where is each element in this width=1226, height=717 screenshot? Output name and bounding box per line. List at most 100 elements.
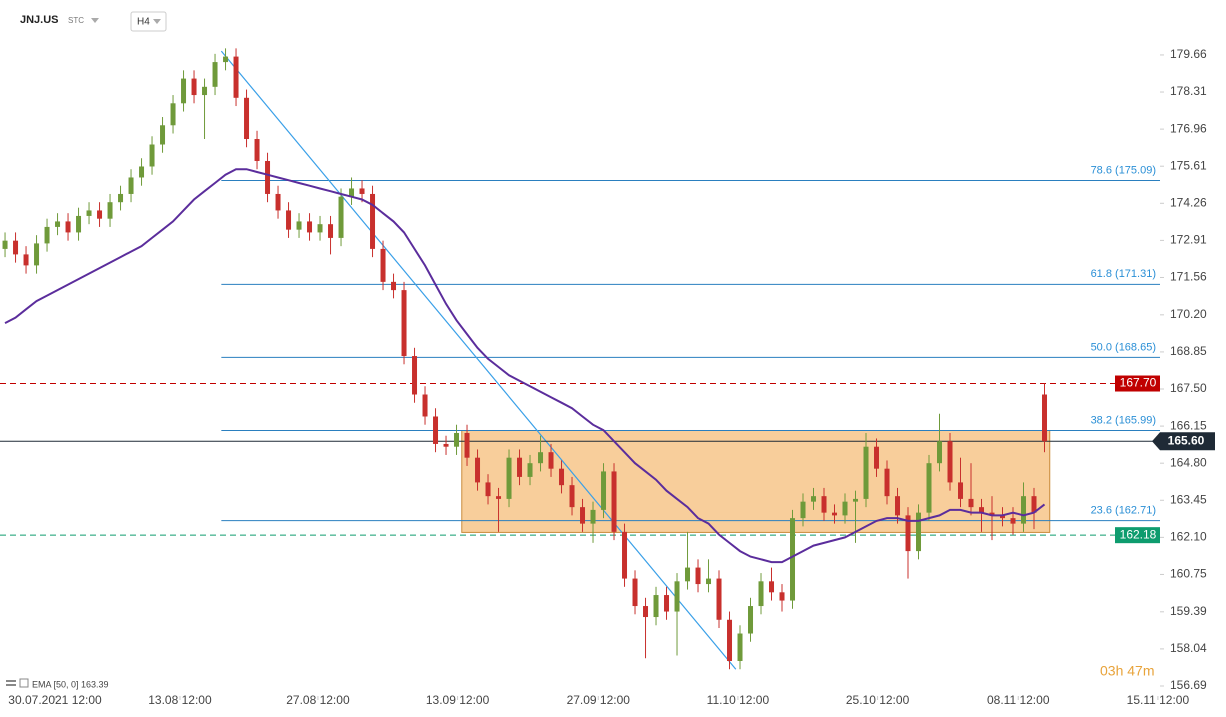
candle [107,193,113,227]
candle-body [412,356,418,395]
y-tick-label: 167.50 [1170,381,1207,395]
x-tick-label: 15.11 12:00 [1127,693,1190,707]
candle [97,202,103,227]
candle-body [254,139,260,161]
candle [769,567,775,601]
candle [832,504,838,524]
candle-body [653,595,659,618]
candle [233,48,239,107]
candle-body [338,196,344,238]
price-tag-label: 167.70 [1120,376,1157,390]
candle [937,413,943,472]
candle-body [275,193,281,211]
candle-body [97,210,103,219]
candle-body [695,567,701,585]
candle [76,207,82,241]
candle [338,188,344,247]
candle [989,496,995,541]
candle [884,460,890,505]
candle [2,232,8,258]
candle [286,202,292,238]
candle [863,432,869,508]
candle-body [380,248,386,282]
candle-body [748,606,754,634]
candle-body [160,125,166,145]
fib-label: 61.8 (171.31) [1091,268,1156,280]
candle-body [433,416,439,444]
trendline [220,50,737,670]
symbol[interactable]: JNJ.US [20,14,59,26]
fib-label: 38.2 (165.99) [1091,414,1156,426]
candle [181,70,187,112]
price-tag [1152,432,1215,451]
candle [118,185,124,211]
candle [874,438,880,477]
candle-body [769,581,775,593]
dropdown-arrow[interactable] [91,18,99,23]
candle [821,487,827,521]
candle-body [212,62,218,87]
candle-body [758,581,764,607]
candle [349,177,355,205]
candle-body [191,78,197,96]
candle [401,281,407,365]
ema-legend[interactable]: EMA [50, 0] 163.39 [6,678,109,689]
candle [328,215,334,255]
asset-class[interactable]: STC [68,16,84,25]
candle [149,136,155,175]
candle [422,386,428,425]
icon [6,680,16,682]
candle-body [863,446,869,499]
candle-body [674,581,680,612]
candle-body [800,501,806,519]
candle [737,625,743,670]
candle [496,487,502,532]
candle [65,213,71,241]
candle [527,454,533,486]
candle-body [118,193,124,203]
y-tick-label: 178.31 [1170,84,1207,98]
candle [86,202,92,225]
candle [632,570,638,615]
candle-body [706,578,712,585]
candle-body [1042,394,1048,442]
candle-body [622,531,628,579]
candle [454,424,460,455]
candle [979,498,985,532]
y-tick-label: 164.80 [1170,455,1207,469]
candle-body [664,595,670,612]
candle [265,152,271,203]
y-tick-label: 170.20 [1170,307,1207,321]
candle-body [244,97,250,140]
candle [223,48,229,71]
candle-body [874,446,880,469]
y-tick-label: 158.04 [1170,641,1207,655]
candle [779,584,785,612]
candle-body [926,463,932,513]
candle [317,215,323,241]
candle-body [832,512,838,516]
timer: 03h 47m [1100,663,1154,679]
candle-body [422,394,428,417]
ema-label: EMA [50, 0] 163.39 [32,679,109,689]
candle [727,611,733,670]
candle-body [685,567,691,582]
candle-body [895,496,901,516]
candle [622,523,628,587]
candle-body [34,243,40,266]
candle [947,432,953,491]
y-tick-label: 168.85 [1170,344,1207,358]
dropdown-arrow[interactable] [153,19,161,24]
candle [23,246,29,274]
candle-body [1031,496,1037,513]
candle [1000,507,1006,527]
interval-select[interactable] [130,11,167,32]
candle-body [296,221,302,230]
candle-body [139,166,145,178]
candle [1021,482,1027,532]
candle-body [884,468,890,497]
candle-body [328,224,334,238]
candle [800,493,806,527]
interval[interactable]: H4 [137,17,150,28]
candle [296,213,302,238]
